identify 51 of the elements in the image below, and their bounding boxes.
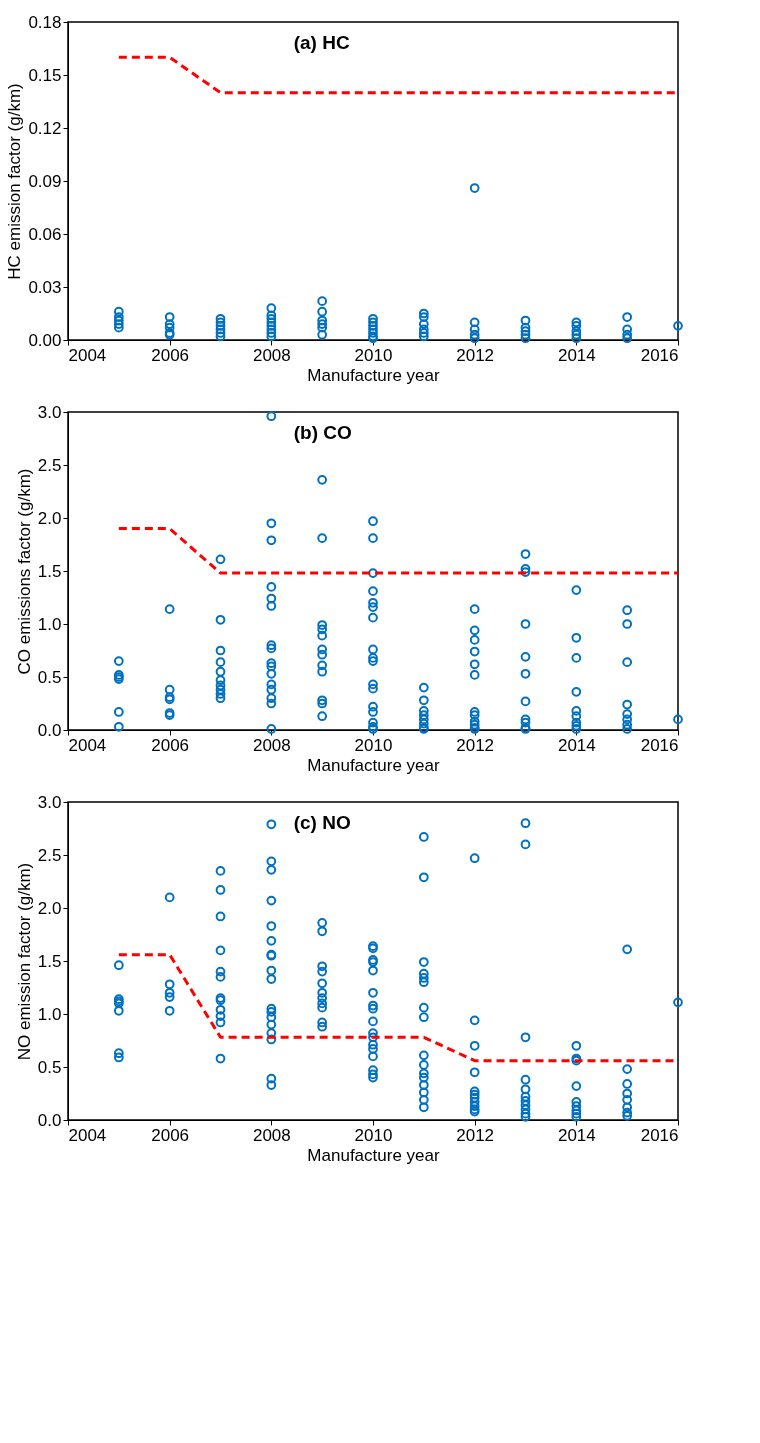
- y-tick-label: 0.5: [37, 667, 62, 687]
- x-tick-label: 2004: [68, 1125, 107, 1145]
- x-tick-label: 2008: [252, 345, 291, 365]
- x-tick-label: 2006: [151, 1125, 190, 1145]
- x-axis-title: Manufacture year: [307, 1145, 440, 1165]
- y-tick-label: 0.18: [28, 12, 62, 32]
- y-tick-label: 3.0: [37, 792, 62, 812]
- x-tick-label: 2012: [456, 735, 495, 755]
- x-tick-label: 2014: [557, 735, 596, 755]
- y-tick-label: 0.00: [28, 330, 62, 350]
- y-tick-label: 3.0: [37, 402, 62, 422]
- y-tick-label: 0.0: [37, 1110, 62, 1130]
- x-tick-label: 2016: [640, 1125, 679, 1145]
- text: (a) HC: [293, 32, 350, 53]
- x-tick-label: 2004: [68, 345, 107, 365]
- x-tick-label: 2016: [640, 345, 679, 365]
- text: (c) NO: [293, 812, 351, 833]
- text: (b) CO: [293, 422, 352, 443]
- y-tick-label: 0.0: [37, 720, 62, 740]
- x-tick-label: 2012: [456, 345, 495, 365]
- y-tick-label: 1.0: [37, 1004, 62, 1024]
- x-axis-title: Manufacture year: [307, 755, 440, 775]
- y-tick-label: 0.12: [28, 118, 62, 138]
- y-axis-title: HC emission factor (g/km): [5, 83, 25, 280]
- y-tick-label: 0.5: [37, 1057, 62, 1077]
- x-tick-label: 2016: [640, 735, 679, 755]
- y-axis-title: NO emission factor (g/km): [14, 862, 34, 1061]
- x-tick-label: 2008: [252, 735, 291, 755]
- y-tick-label: 2.5: [37, 845, 62, 865]
- y-tick-label: 2.5: [37, 455, 62, 475]
- y-tick-label: 2.0: [37, 898, 62, 918]
- y-tick-label: 1.0: [37, 614, 62, 634]
- x-tick-label: 2010: [354, 735, 393, 755]
- y-tick-label: 0.06: [28, 224, 62, 244]
- y-tick-label: 0.09: [28, 171, 62, 191]
- x-tick-label: 2010: [354, 345, 393, 365]
- y-tick-label: 2.0: [37, 508, 62, 528]
- x-tick-label: 2014: [557, 345, 596, 365]
- y-axis-title: CO emissions factor (g/km): [14, 468, 34, 675]
- y-tick-label: 1.5: [37, 951, 62, 971]
- x-tick-label: 2012: [456, 1125, 495, 1145]
- x-tick-label: 2006: [151, 735, 190, 755]
- y-tick-label: 1.5: [37, 561, 62, 581]
- y-tick-label: 0.03: [28, 277, 62, 297]
- x-tick-label: 2006: [151, 345, 190, 365]
- x-tick-label: 2004: [68, 735, 107, 755]
- y-tick-label: 0.15: [28, 65, 62, 85]
- x-tick-label: 2014: [557, 1125, 596, 1145]
- x-tick-label: 2008: [252, 1125, 291, 1145]
- x-axis-title: Manufacture year: [307, 365, 440, 385]
- x-tick-label: 2010: [354, 1125, 393, 1145]
